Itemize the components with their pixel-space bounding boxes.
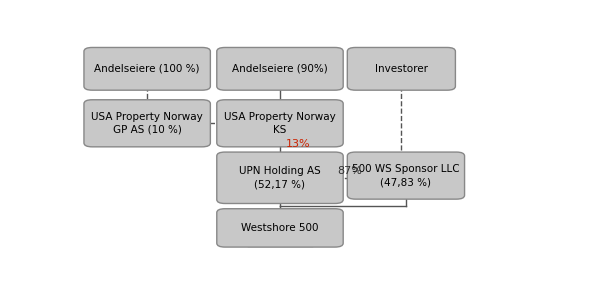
Text: 87%: 87%	[337, 166, 362, 176]
FancyBboxPatch shape	[217, 209, 343, 247]
Text: Andelseiere (90%): Andelseiere (90%)	[232, 64, 328, 74]
FancyBboxPatch shape	[348, 152, 465, 199]
FancyBboxPatch shape	[217, 100, 343, 147]
Text: USA Property Norway
GP AS (10 %): USA Property Norway GP AS (10 %)	[91, 112, 203, 135]
FancyBboxPatch shape	[217, 48, 343, 90]
Text: Andelseiere (100 %): Andelseiere (100 %)	[95, 64, 200, 74]
Text: 500 WS Sponsor LLC
(47,83 %): 500 WS Sponsor LLC (47,83 %)	[352, 164, 460, 187]
FancyBboxPatch shape	[217, 152, 343, 203]
Text: Westshore 500: Westshore 500	[241, 223, 319, 233]
Text: UPN Holding AS
(52,17 %): UPN Holding AS (52,17 %)	[239, 166, 321, 189]
Text: Investorer: Investorer	[375, 64, 428, 74]
Text: USA Property Norway
KS: USA Property Norway KS	[224, 112, 336, 135]
FancyBboxPatch shape	[84, 100, 210, 147]
FancyBboxPatch shape	[348, 48, 456, 90]
Text: 13%: 13%	[285, 139, 310, 149]
FancyBboxPatch shape	[84, 48, 210, 90]
